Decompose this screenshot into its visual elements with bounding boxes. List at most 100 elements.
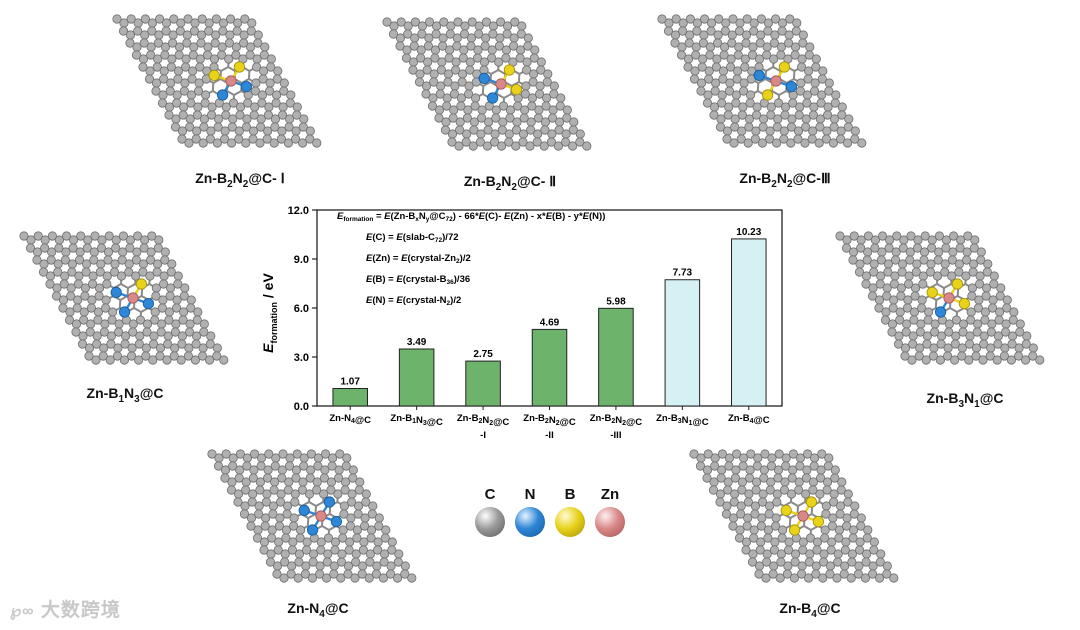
- y-tick-label: 0.0: [294, 401, 309, 413]
- carbon-atom: [902, 303, 913, 313]
- carbon-atom: [455, 125, 465, 135]
- carbon-atom: [772, 122, 782, 132]
- bar-4: [531, 328, 568, 407]
- bar-value-label: 4.69: [540, 317, 560, 328]
- carbon-atom: [736, 509, 746, 519]
- nitrogen-atom: [785, 81, 797, 93]
- carbon-atom: [382, 17, 392, 27]
- y-tick-label: 12.0: [288, 205, 309, 217]
- carbon-atom: [843, 138, 853, 148]
- carbon-atom: [692, 26, 702, 36]
- carbon-atom: [536, 57, 546, 67]
- carbon-atom: [145, 271, 155, 281]
- carbon-atom: [104, 231, 114, 241]
- carbon-atom: [312, 138, 322, 148]
- bar-5: [598, 307, 634, 407]
- carbon-atom: [210, 38, 220, 48]
- carbon-atom: [511, 141, 521, 151]
- carbon-atom: [147, 231, 157, 241]
- carbon-atom: [101, 295, 111, 305]
- carbon-atom: [1015, 319, 1025, 329]
- carbon-atom: [951, 315, 962, 325]
- carbon-atom: [150, 315, 160, 325]
- carbon-atom: [515, 53, 525, 63]
- active-site: [110, 278, 154, 318]
- carbon-atom: [772, 497, 782, 507]
- carbon-atom: [206, 331, 216, 341]
- x-tick-label-suffix: -II: [545, 430, 553, 441]
- carbon-atoms: [689, 449, 899, 583]
- carbon-atom: [811, 569, 821, 579]
- carbon-atom: [466, 41, 476, 51]
- carbon-atom: [708, 485, 719, 495]
- carbon-atom: [743, 497, 754, 507]
- carbon-atom: [497, 141, 507, 151]
- carbon-atom: [908, 339, 918, 349]
- carbon-atom: [394, 549, 404, 559]
- boron-atom: [805, 496, 817, 508]
- carbon-atom: [374, 513, 384, 523]
- carbon-atom: [250, 86, 260, 96]
- carbon-atom: [144, 74, 155, 84]
- boron-atom: [762, 89, 774, 101]
- y-axis-label-main: E: [260, 343, 276, 353]
- carbon-atom: [994, 315, 1004, 325]
- carbon-atom: [255, 485, 265, 495]
- carbon-atom: [45, 279, 55, 289]
- carbon-atom: [716, 473, 726, 483]
- carbon-atom: [186, 295, 196, 305]
- carbon-atom: [530, 45, 540, 55]
- carbon-atom: [296, 525, 306, 535]
- carbon-atom: [549, 89, 559, 99]
- carbon-atom: [961, 271, 971, 281]
- carbon-atom: [166, 267, 176, 277]
- carbon-atom: [220, 473, 230, 483]
- y-tick-label: 6.0: [294, 303, 309, 315]
- carbon-atom: [212, 138, 223, 148]
- carbon-atom: [920, 231, 930, 241]
- carbon-atom: [99, 327, 110, 337]
- carbon-atom: [458, 53, 468, 63]
- carbon-atom: [438, 41, 448, 51]
- carbon-atom: [270, 461, 280, 471]
- carbon-atom: [737, 110, 748, 120]
- carbon-atom: [750, 134, 761, 144]
- carbon-atom: [470, 101, 480, 111]
- carbon-atom: [798, 38, 808, 48]
- carbon-atom: [267, 533, 277, 543]
- carbon-atom: [969, 243, 979, 253]
- carbon-atoms: [207, 449, 417, 583]
- label-zn-b1n3: Zn-B1N3@C: [86, 385, 164, 405]
- carbon-atom: [736, 134, 746, 144]
- carbon-atom: [731, 98, 741, 108]
- carbon-atom: [357, 569, 367, 579]
- carbon-atom: [710, 86, 720, 96]
- watermark-text: 大数跨境: [40, 600, 121, 621]
- carbon-atom: [40, 243, 50, 253]
- carbon-atom: [190, 355, 200, 365]
- carbon-atom: [344, 545, 354, 555]
- carbon-atom: [81, 267, 91, 277]
- carbon-atom: [803, 449, 813, 459]
- carbon-atom: [869, 537, 879, 547]
- carbon-atom: [830, 98, 840, 108]
- carbon-atom: [964, 355, 974, 365]
- carbon-atom: [824, 86, 834, 96]
- carbon-atom: [696, 86, 706, 96]
- carbon-atom: [848, 255, 858, 265]
- carbon-atom: [797, 62, 807, 72]
- formation-energy-chart: Eformation / eV 1.07 3.49 2.75 4.69 5.98 7.73…: [260, 205, 783, 441]
- carbon-atom: [883, 267, 893, 277]
- carbon-atom: [940, 267, 950, 277]
- carbon-atom: [539, 141, 549, 151]
- carbon-atom: [436, 65, 447, 75]
- carbon-atom: [502, 29, 512, 39]
- carbon-atom: [259, 50, 269, 60]
- carbon-atom: [702, 98, 713, 108]
- carbon-atom: [266, 54, 276, 64]
- carbon-atom: [848, 533, 858, 543]
- carbon-atom: [856, 513, 866, 523]
- carbon-atom: [302, 545, 312, 555]
- carbon-atom: [880, 315, 891, 325]
- carbon-atom: [151, 86, 161, 96]
